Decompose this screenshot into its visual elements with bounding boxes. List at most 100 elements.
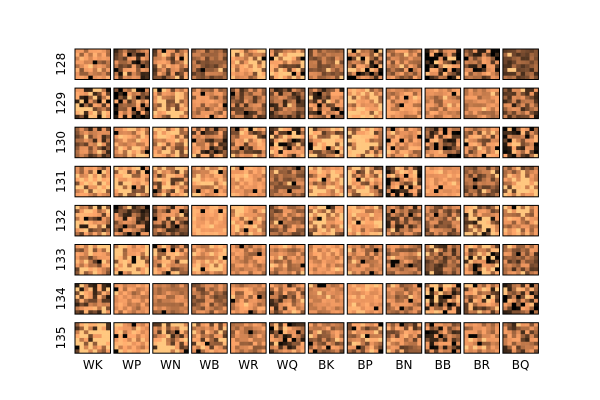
heatmap-cell xyxy=(378,95,384,100)
heatmap-cell xyxy=(425,150,430,155)
panel-134-WK xyxy=(74,283,111,315)
heatmap-cell xyxy=(92,95,98,100)
heatmap-cell xyxy=(278,49,284,54)
heatmap-cell xyxy=(170,259,176,264)
heatmap-cell xyxy=(395,271,400,276)
heatmap-cell xyxy=(144,209,150,214)
heatmap-cell xyxy=(442,252,448,257)
heatmap-cell xyxy=(122,228,128,233)
heatmap-cell xyxy=(442,181,448,186)
heatmap-cell xyxy=(183,310,189,315)
heatmap-cell xyxy=(209,153,215,158)
heatmap-cell xyxy=(335,64,340,69)
heatmap-cell xyxy=(118,103,124,108)
heatmap-cell xyxy=(252,220,258,225)
heatmap-cell xyxy=(230,255,236,261)
heatmap-cell xyxy=(339,220,345,225)
panel-132-BP xyxy=(346,204,384,237)
heatmap-cell xyxy=(296,138,301,143)
heatmap-cell xyxy=(330,150,336,155)
heatmap-cell xyxy=(200,142,206,147)
heatmap-cell xyxy=(317,107,323,112)
heatmap-cell xyxy=(373,263,379,268)
heatmap-cell xyxy=(477,216,483,221)
heatmap-cell xyxy=(425,52,430,57)
heatmap-cell xyxy=(179,138,185,143)
heatmap-cell xyxy=(79,291,85,296)
heatmap-cell xyxy=(118,173,124,179)
heatmap-cell xyxy=(161,138,167,143)
heatmap-cell xyxy=(511,185,517,190)
heatmap-cell xyxy=(330,71,336,76)
heatmap-cell xyxy=(113,255,119,261)
heatmap-cell xyxy=(170,95,176,100)
heatmap-cell xyxy=(127,107,132,112)
heatmap-cell xyxy=(239,185,245,190)
heatmap-cell xyxy=(502,127,508,132)
heatmap-cell xyxy=(495,173,500,179)
heatmap-cell xyxy=(222,91,228,97)
heatmap-cell xyxy=(248,220,254,225)
heatmap-cell xyxy=(118,68,124,73)
heatmap-cell xyxy=(408,209,414,214)
heatmap-cell xyxy=(140,138,146,143)
heatmap-cell xyxy=(92,134,98,139)
heatmap-cell xyxy=(472,248,478,253)
heatmap-cell xyxy=(412,259,418,264)
heatmap-cell xyxy=(235,248,240,253)
heatmap-cell xyxy=(209,134,215,139)
heatmap-cell xyxy=(127,205,132,210)
heatmap-cell xyxy=(360,192,366,198)
heatmap-cell xyxy=(282,263,288,268)
heatmap-cell xyxy=(308,220,314,225)
heatmap-cell xyxy=(248,192,254,198)
heatmap-cell xyxy=(486,138,491,143)
heatmap-cell xyxy=(339,271,345,276)
heatmap-cell xyxy=(490,244,496,249)
heatmap-cell xyxy=(447,166,453,171)
heatmap-cell xyxy=(166,220,171,225)
heatmap-cell xyxy=(339,71,345,76)
heatmap-cell xyxy=(157,68,162,73)
heatmap-cell xyxy=(239,228,245,233)
heatmap-cell xyxy=(269,189,275,194)
heatmap-cell xyxy=(106,173,111,179)
heatmap-cell xyxy=(308,71,314,76)
heatmap-cell xyxy=(101,295,107,300)
heatmap-cell xyxy=(239,71,245,76)
heatmap-cell xyxy=(252,75,258,80)
heatmap-cell xyxy=(486,209,491,214)
heatmap-cell xyxy=(88,216,94,221)
heatmap-cell xyxy=(507,71,513,76)
heatmap-cell xyxy=(88,291,94,296)
heatmap-cell xyxy=(403,146,409,151)
heatmap-cell xyxy=(166,310,171,315)
heatmap-cell xyxy=(438,68,444,73)
heatmap-cell xyxy=(144,107,150,112)
heatmap-cell xyxy=(408,134,414,139)
heatmap-cell xyxy=(140,68,146,73)
heatmap-cell xyxy=(533,263,539,268)
heatmap-cell xyxy=(308,189,314,194)
heatmap-cell xyxy=(200,244,206,249)
heatmap-cell xyxy=(507,99,513,104)
heatmap-cell xyxy=(339,49,345,54)
heatmap-cell xyxy=(442,68,448,73)
heatmap-cell xyxy=(481,220,487,225)
heatmap-cell xyxy=(127,60,132,65)
heatmap-cell xyxy=(170,60,176,65)
heatmap-cell xyxy=(378,252,384,257)
heatmap-cell xyxy=(166,127,171,132)
heatmap-cell xyxy=(390,216,396,221)
heatmap-cell xyxy=(525,134,530,139)
heatmap-cell xyxy=(291,60,297,65)
heatmap-cell xyxy=(399,88,405,93)
heatmap-cell xyxy=(88,138,94,143)
heatmap-cell xyxy=(296,228,301,233)
heatmap-cell xyxy=(205,56,210,61)
heatmap-cell xyxy=(516,259,521,264)
heatmap-cell xyxy=(140,224,146,229)
heatmap-cell xyxy=(507,88,513,93)
heatmap-cell xyxy=(464,271,469,276)
heatmap-cell xyxy=(88,181,94,186)
